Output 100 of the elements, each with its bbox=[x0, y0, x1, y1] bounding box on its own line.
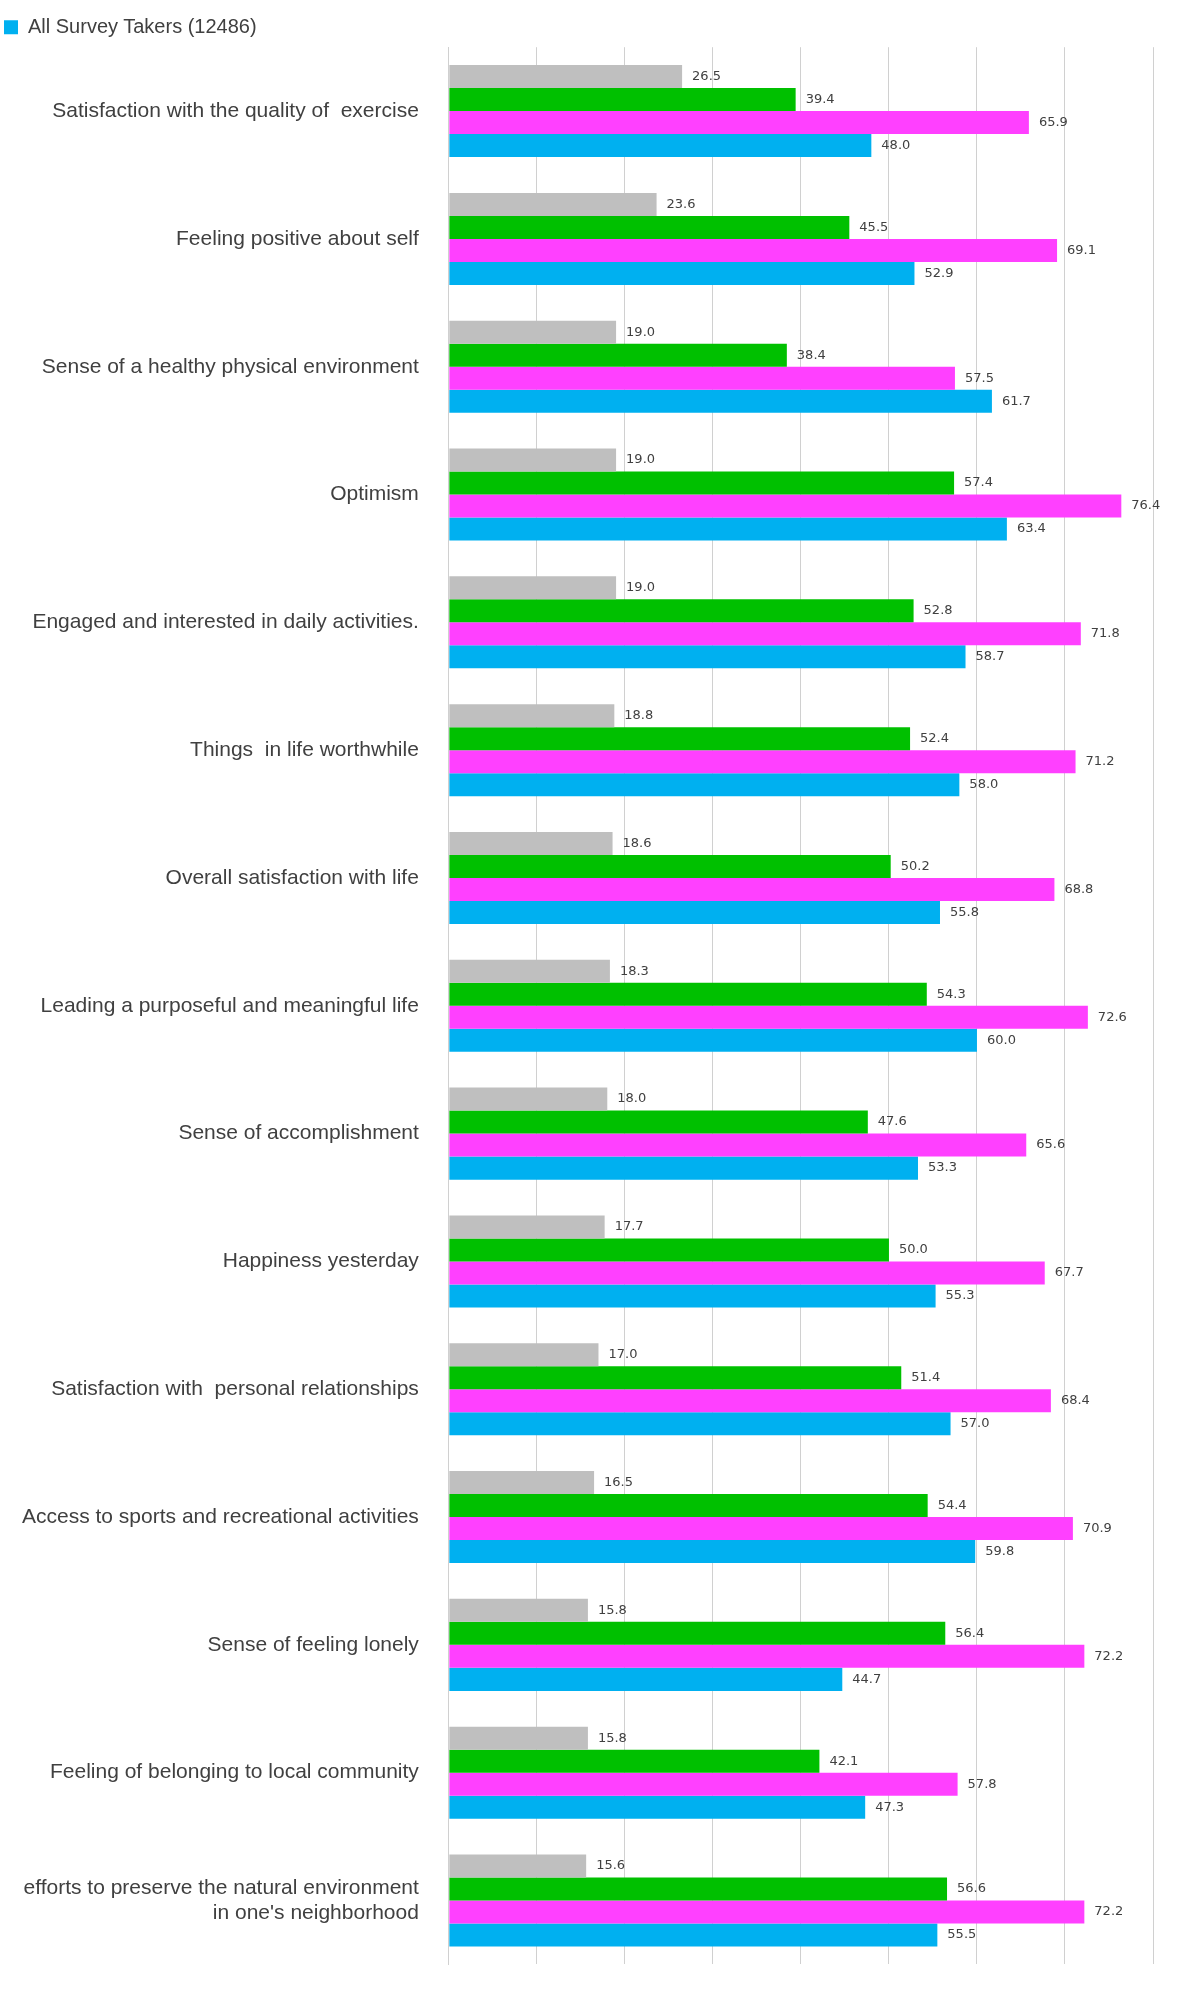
bar bbox=[449, 1087, 608, 1111]
bar bbox=[449, 1517, 1073, 1541]
data-label: 55.8 bbox=[949, 903, 979, 919]
legend-label: All Survey Takers (12486) bbox=[28, 14, 257, 37]
data-label: 56.6 bbox=[957, 1880, 986, 1896]
bar bbox=[449, 192, 657, 216]
data-label: 61.7 bbox=[1001, 392, 1031, 408]
bar bbox=[449, 750, 1076, 774]
data-label: 19.0 bbox=[626, 451, 656, 467]
y-tick-label: efforts to preserve the natural environment in one's neighborhood bbox=[23, 1874, 419, 1923]
bar bbox=[449, 1005, 1088, 1029]
data-label: 18.6 bbox=[622, 834, 652, 850]
bar bbox=[449, 1854, 587, 1878]
bar bbox=[449, 215, 850, 239]
data-label: 52.9 bbox=[924, 264, 954, 280]
bar bbox=[449, 959, 610, 983]
y-tick-label: Happiness yesterday bbox=[222, 1248, 420, 1272]
y-tick-label: Sense of accomplishment bbox=[178, 1120, 419, 1144]
data-label: 57.8 bbox=[967, 1775, 997, 1791]
y-tick-label: Feeling positive about self bbox=[176, 225, 420, 249]
bar bbox=[449, 1772, 958, 1796]
bar bbox=[449, 1028, 977, 1052]
bar bbox=[449, 704, 615, 728]
data-label: 39.4 bbox=[805, 90, 835, 106]
data-label: 18.3 bbox=[619, 962, 649, 978]
bar bbox=[449, 576, 617, 600]
bar bbox=[449, 1667, 843, 1691]
data-label: 23.6 bbox=[666, 195, 696, 211]
data-label: 72.2 bbox=[1094, 1647, 1124, 1663]
y-tick-label: Feeling of belonging to local community bbox=[49, 1759, 420, 1783]
y-tick-label: Engaged and interested in daily activities. bbox=[32, 609, 419, 633]
bar bbox=[449, 877, 1055, 901]
bar bbox=[449, 111, 1029, 135]
data-label: 57.0 bbox=[960, 1415, 990, 1431]
data-label: 58.0 bbox=[969, 776, 999, 792]
data-label: 17.0 bbox=[608, 1346, 638, 1362]
data-label: 54.3 bbox=[936, 985, 966, 1001]
data-label: 42.1 bbox=[829, 1752, 859, 1768]
data-label: 55.3 bbox=[945, 1287, 975, 1303]
data-label: 71.8 bbox=[1090, 625, 1120, 641]
bar bbox=[449, 366, 955, 390]
data-label: 15.6 bbox=[596, 1857, 626, 1873]
data-label: 18.0 bbox=[617, 1090, 647, 1106]
bar bbox=[449, 900, 940, 924]
data-label: 58.7 bbox=[975, 648, 1005, 664]
data-label: 18.8 bbox=[624, 707, 654, 723]
bar bbox=[449, 1900, 1085, 1924]
y-tick-label: Access to sports and recreational activities bbox=[21, 1503, 419, 1527]
data-label: 55.5 bbox=[947, 1926, 977, 1942]
data-label: 67.7 bbox=[1054, 1264, 1084, 1280]
bar bbox=[449, 1494, 928, 1518]
bar bbox=[449, 1261, 1045, 1285]
data-label: 57.5 bbox=[964, 369, 994, 385]
bar bbox=[449, 471, 955, 495]
bar bbox=[449, 854, 891, 878]
data-label: 60.0 bbox=[986, 1031, 1016, 1047]
bar bbox=[449, 1238, 889, 1262]
y-tick-label: Leading a purposeful and meaningful life bbox=[40, 992, 419, 1016]
bar bbox=[449, 343, 787, 367]
data-label: 54.4 bbox=[937, 1496, 967, 1512]
bar bbox=[449, 1540, 976, 1564]
data-label: 59.8 bbox=[985, 1542, 1015, 1558]
data-label: 17.7 bbox=[614, 1218, 644, 1234]
data-label: 69.1 bbox=[1067, 241, 1097, 257]
y-tick-label: Optimism bbox=[330, 481, 419, 505]
bar bbox=[449, 1156, 918, 1180]
data-label: 45.5 bbox=[859, 218, 889, 234]
bar bbox=[449, 1284, 936, 1308]
data-label: 16.5 bbox=[604, 1473, 634, 1489]
bar bbox=[449, 1133, 1027, 1157]
y-tick-label: Sense of a healthy physical environment bbox=[41, 353, 420, 377]
bar bbox=[449, 88, 796, 112]
bar bbox=[449, 494, 1122, 518]
data-label: 19.0 bbox=[626, 323, 656, 339]
bar bbox=[449, 320, 617, 344]
data-label: 72.2 bbox=[1094, 1903, 1124, 1919]
bar bbox=[449, 982, 927, 1006]
bar bbox=[449, 1749, 820, 1773]
data-label: 48.0 bbox=[881, 136, 911, 152]
data-label: 47.3 bbox=[875, 1798, 905, 1814]
data-label: 68.8 bbox=[1064, 880, 1094, 896]
data-label: 51.4 bbox=[911, 1369, 941, 1385]
data-label: 38.4 bbox=[796, 346, 826, 362]
data-label: 50.0 bbox=[898, 1241, 928, 1257]
data-label: 26.5 bbox=[692, 67, 722, 83]
data-label: 72.6 bbox=[1097, 1008, 1127, 1024]
data-label: 44.7 bbox=[852, 1670, 882, 1686]
bar bbox=[449, 65, 683, 89]
data-label: 65.6 bbox=[1036, 1136, 1066, 1152]
data-label: 56.4 bbox=[955, 1624, 985, 1640]
bar bbox=[449, 1412, 951, 1436]
bar bbox=[449, 773, 960, 797]
bar bbox=[449, 134, 872, 158]
y-tick-label: Sense of feeling lonely bbox=[207, 1631, 420, 1655]
data-label: 53.3 bbox=[927, 1159, 957, 1175]
data-label: 47.6 bbox=[877, 1113, 907, 1129]
bar bbox=[449, 517, 1007, 541]
bar bbox=[449, 1389, 1051, 1413]
bar bbox=[449, 261, 915, 285]
bar bbox=[449, 1343, 599, 1367]
